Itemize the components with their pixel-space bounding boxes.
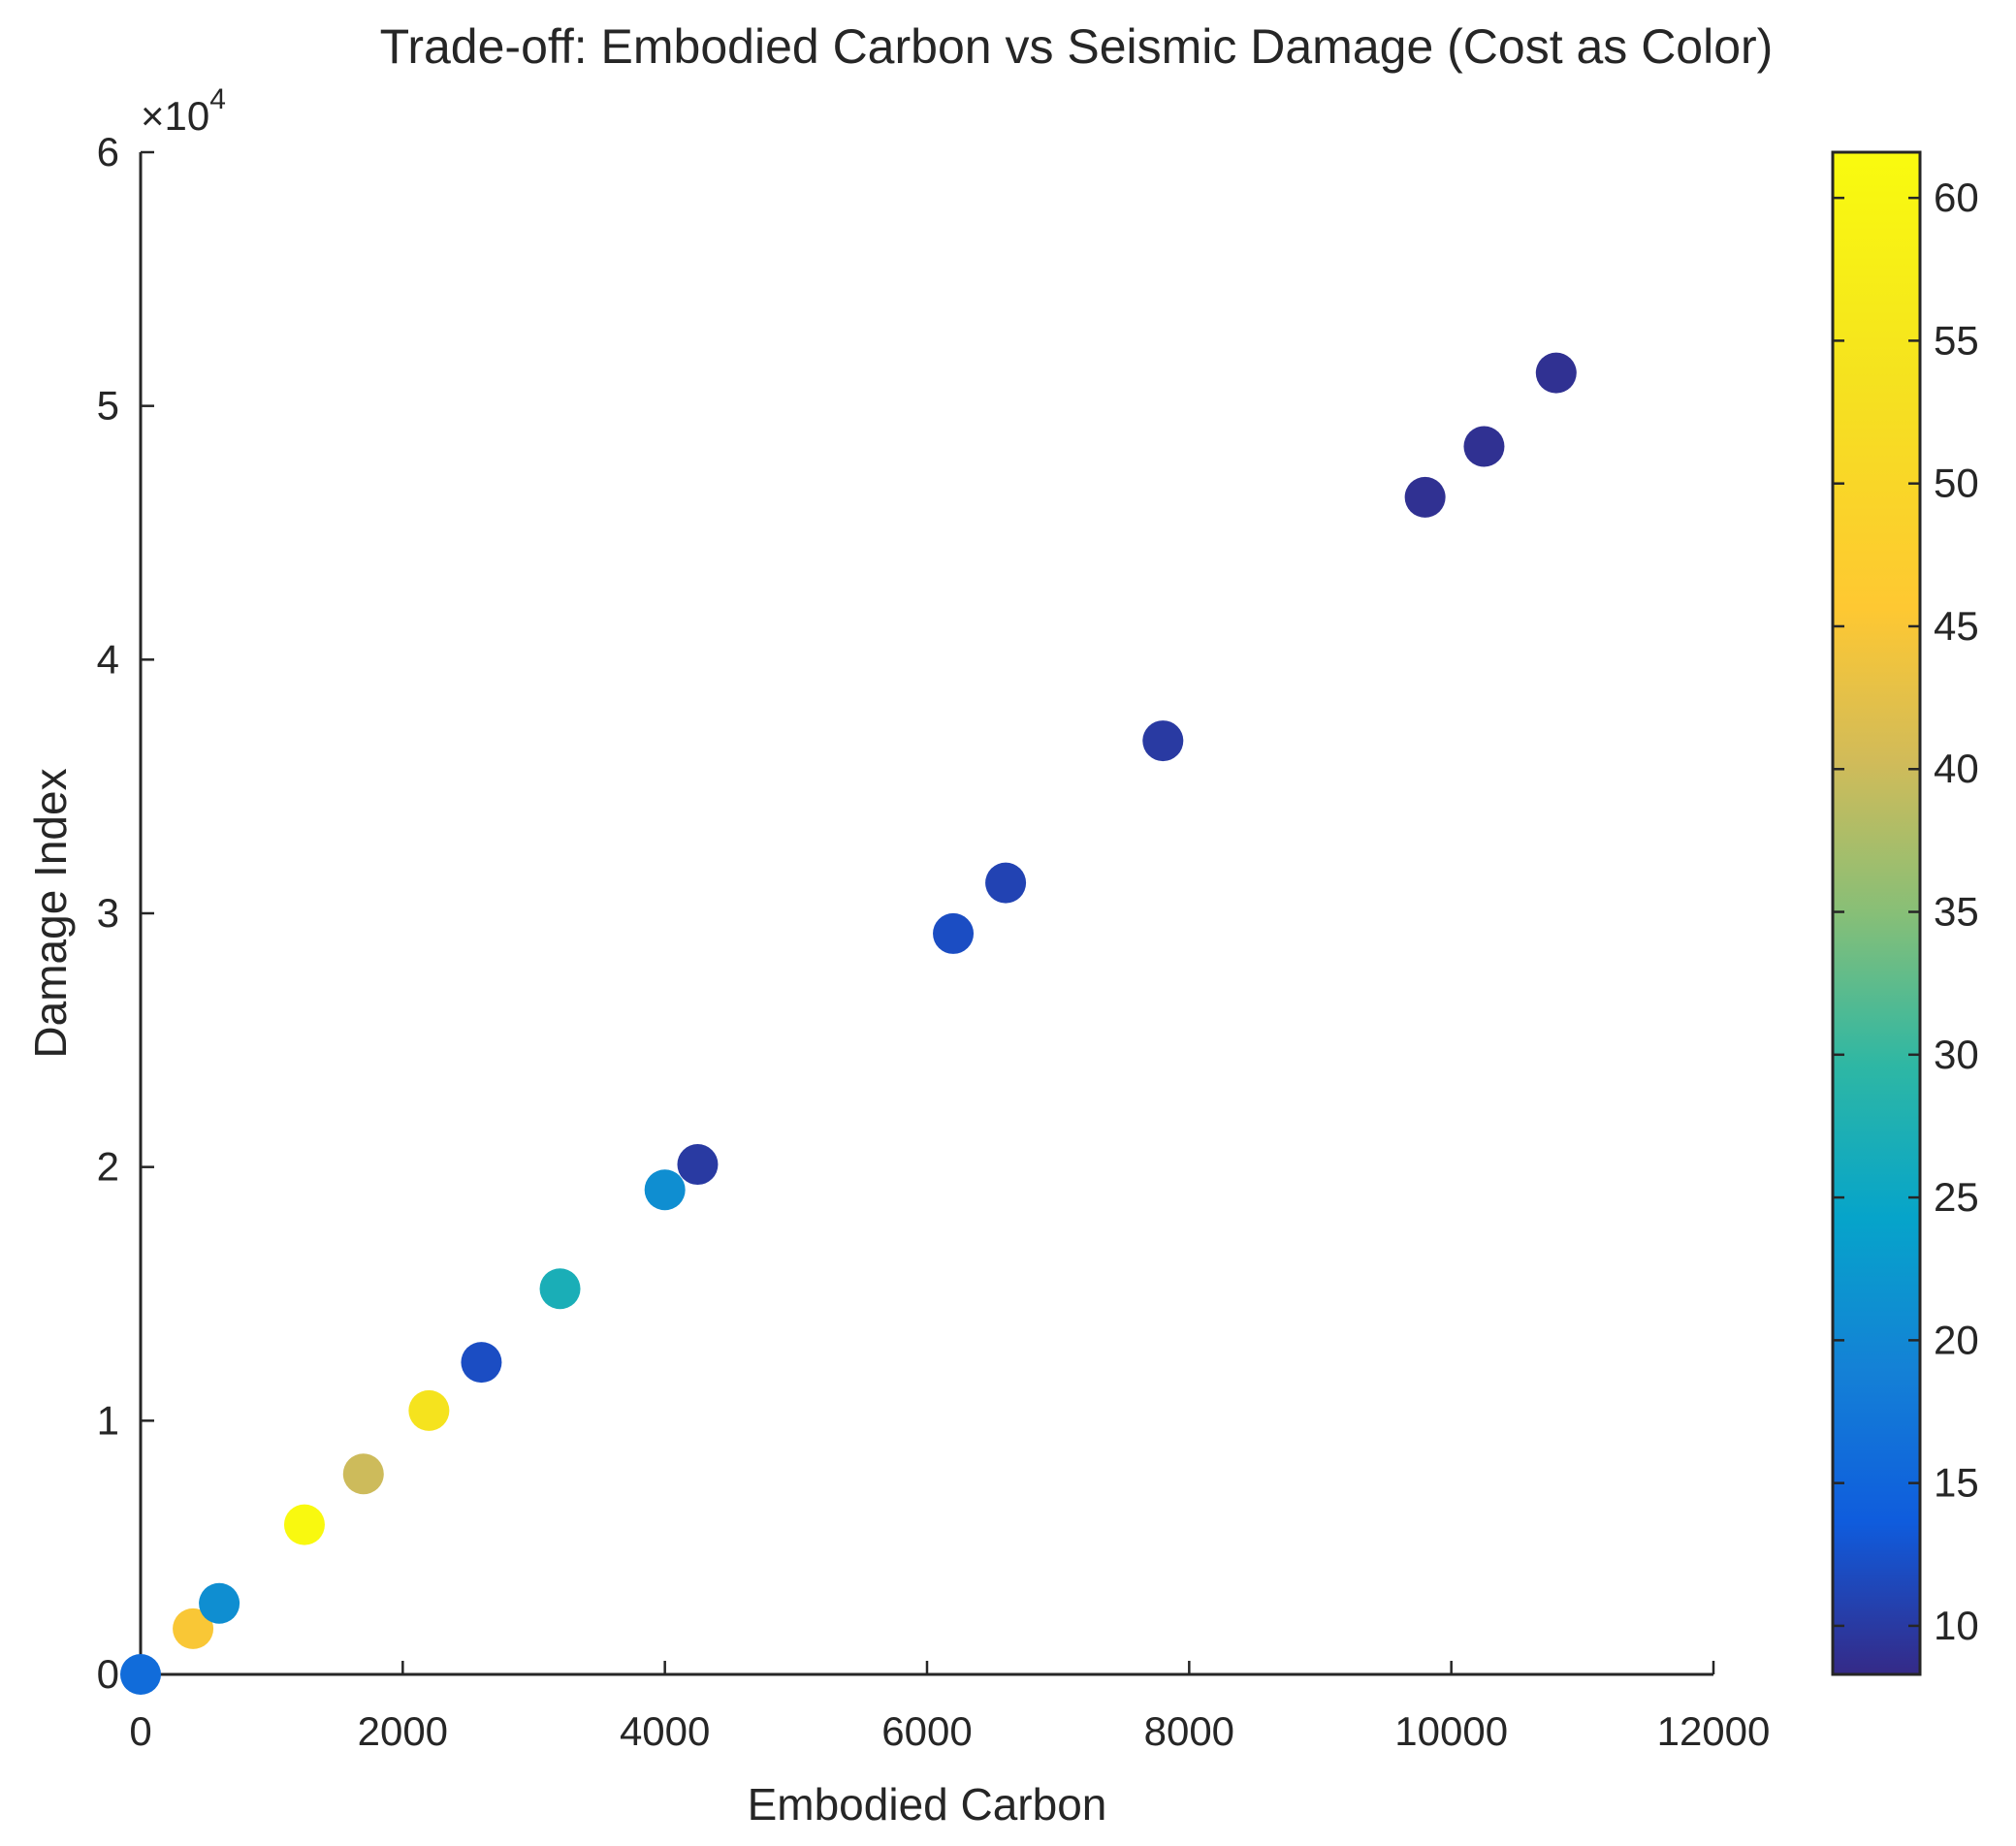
y-tick-label: 0 — [97, 1651, 119, 1697]
scatter-point — [342, 1453, 384, 1495]
x-axis-label: Embodied Carbon — [748, 1779, 1107, 1830]
scatter-point — [1142, 720, 1184, 762]
colorbar-ticks: 10 15 20 25 30 35 40 45 50 55 60 — [1833, 175, 1979, 1648]
y-tick-label: 2 — [97, 1144, 119, 1190]
x-tick-label: 2000 — [358, 1708, 448, 1754]
scatter-point — [933, 912, 975, 954]
scatter-point — [677, 1144, 719, 1186]
scatter-points — [120, 352, 1577, 1695]
x-tick-label: 0 — [129, 1708, 151, 1754]
colorbar-tick-label: 30 — [1934, 1032, 1979, 1077]
x-tick-label: 10000 — [1394, 1708, 1508, 1754]
scatter-point — [1535, 352, 1577, 394]
x-tick-label: 12000 — [1657, 1708, 1771, 1754]
chart-title: Trade-off: Embodied Carbon vs Seismic Da… — [380, 19, 1774, 74]
colorbar-tick-label: 40 — [1934, 746, 1979, 791]
colorbar-gradient — [1831, 150, 1922, 1676]
scatter-point — [644, 1169, 686, 1211]
scatter-point — [1404, 476, 1446, 518]
scatter-point — [539, 1268, 581, 1310]
colorbar: 10 15 20 25 30 35 40 45 50 55 60 — [1831, 150, 1979, 1676]
plot-axes — [139, 152, 1713, 1676]
x-tick-label: 8000 — [1144, 1708, 1234, 1754]
colorbar-tick-label: 15 — [1934, 1460, 1979, 1506]
x-ticks: 0 2000 4000 6000 8000 10000 12000 — [129, 1661, 1770, 1754]
y-tick-label: 1 — [97, 1397, 119, 1443]
colorbar-tick-label: 10 — [1934, 1603, 1979, 1648]
y-axis-label: Damage Index — [25, 768, 76, 1058]
y-exponent-power: 4 — [209, 83, 226, 115]
colorbar-tick-label: 25 — [1934, 1174, 1979, 1220]
y-tick-label: 6 — [97, 129, 119, 175]
scatter-point — [199, 1582, 240, 1624]
colorbar-tick-label: 35 — [1934, 889, 1979, 935]
y-axis-line — [139, 152, 1713, 1676]
y-tick-label: 5 — [97, 383, 119, 429]
colorbar-tick-label: 50 — [1934, 461, 1979, 506]
scatter-point — [283, 1504, 325, 1545]
colorbar-tick-label: 45 — [1934, 603, 1979, 649]
y-tick-label: 4 — [97, 636, 119, 682]
y-exponent-label: ×104 — [141, 83, 226, 139]
x-tick-label: 6000 — [881, 1708, 972, 1754]
colorbar-tick-label: 55 — [1934, 317, 1979, 363]
scatter-point — [1463, 426, 1505, 467]
y-ticks: 0 1 2 3 4 5 6 — [97, 129, 154, 1697]
x-tick-label: 4000 — [620, 1708, 710, 1754]
y-exponent-base: ×10 — [141, 93, 209, 139]
scatter-point — [985, 862, 1027, 904]
scatter-point — [408, 1389, 450, 1431]
scatter-point — [120, 1654, 161, 1695]
scatter-point — [461, 1342, 502, 1384]
y-tick-label: 3 — [97, 890, 119, 936]
scatter-point — [173, 1607, 214, 1649]
colorbar-tick-label: 20 — [1934, 1317, 1979, 1362]
colorbar-tick-label: 60 — [1934, 175, 1979, 220]
